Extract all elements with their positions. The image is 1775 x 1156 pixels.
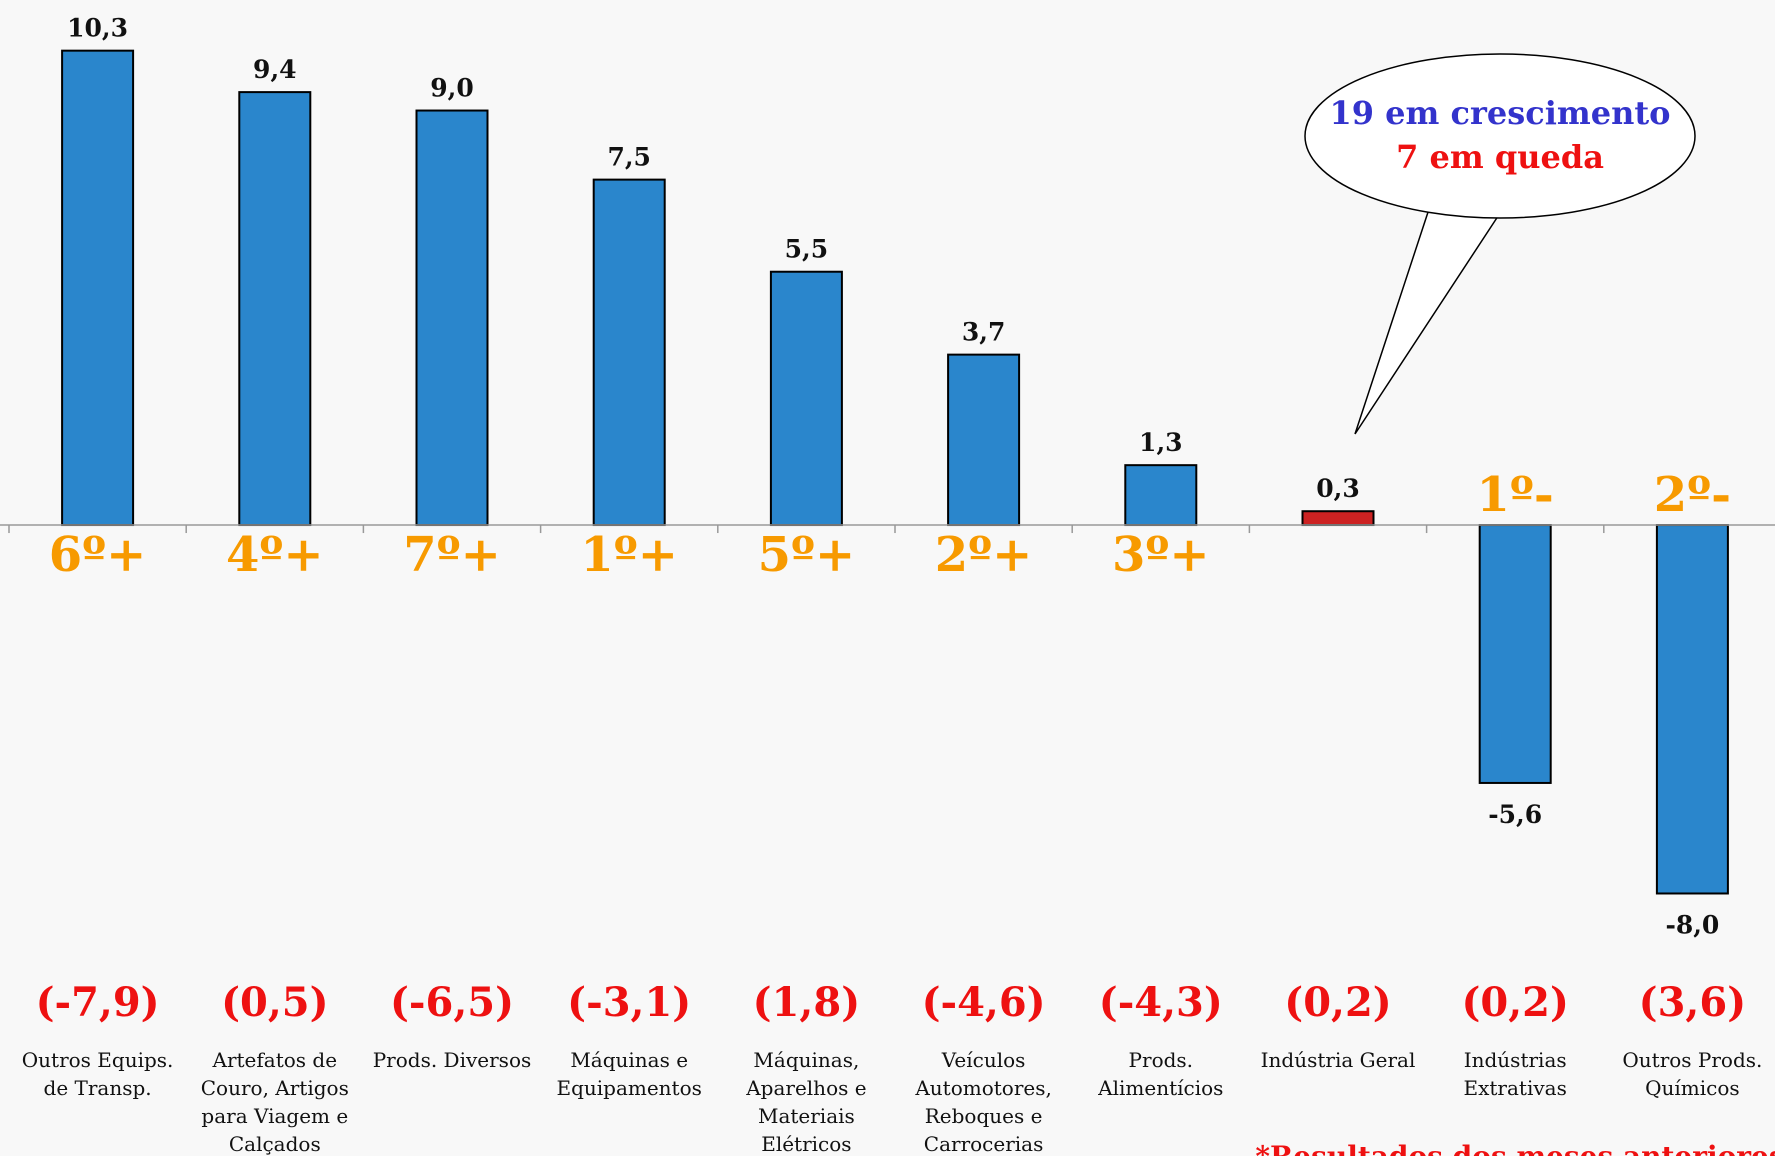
rank-label: 5º+ bbox=[758, 527, 856, 583]
bar bbox=[415, 109, 489, 527]
value-label: 0,3 bbox=[1316, 474, 1360, 503]
callout-tail bbox=[1354, 199, 1507, 435]
value-label: 1,3 bbox=[1139, 428, 1183, 457]
bar bbox=[947, 353, 1021, 527]
previous-result: (-7,9) bbox=[36, 979, 160, 1026]
bar bbox=[1655, 524, 1729, 895]
bar bbox=[61, 49, 135, 527]
value-label: -5,6 bbox=[1488, 800, 1542, 829]
value-label: 7,5 bbox=[607, 143, 651, 172]
previous-result: (3,6) bbox=[1639, 979, 1746, 1026]
value-label: -8,0 bbox=[1665, 910, 1719, 939]
rank-label: 2º+ bbox=[935, 527, 1033, 583]
category-label: Outros Prods. Químicos bbox=[1622, 1048, 1763, 1100]
bar bbox=[238, 91, 312, 527]
category-label: Máquinas, Aparelhos e Materiais Elétrico… bbox=[746, 1048, 867, 1156]
previous-result: (0,2) bbox=[1284, 979, 1391, 1026]
bar bbox=[769, 270, 843, 527]
category-label: Outros Equips. de Transp. bbox=[21, 1048, 174, 1100]
rank-label: 3º+ bbox=[1112, 527, 1210, 583]
bar bbox=[1478, 524, 1552, 784]
value-label: 5,5 bbox=[785, 235, 829, 264]
value-label: 9,0 bbox=[430, 74, 474, 103]
rank-label: 7º+ bbox=[403, 527, 501, 583]
rank-label: 1º+ bbox=[580, 527, 678, 583]
category-label: Prods. Alimentícios bbox=[1098, 1048, 1224, 1100]
category-label: Indústria Geral bbox=[1260, 1048, 1416, 1072]
previous-result: (-4,6) bbox=[922, 979, 1046, 1026]
previous-result: (0,2) bbox=[1461, 979, 1568, 1026]
bar bbox=[1301, 510, 1375, 527]
rank-label: 6º+ bbox=[49, 527, 147, 583]
value-label: 3,7 bbox=[962, 318, 1006, 347]
category-label: Veículos Automotores, Reboques e Carroce… bbox=[915, 1048, 1052, 1156]
footnote: *Resultados dos meses anteriores bbox=[1255, 1140, 1775, 1156]
bar bbox=[1124, 464, 1198, 527]
value-label: 10,3 bbox=[67, 14, 128, 43]
category-label: Máquinas e Equipamentos bbox=[556, 1048, 702, 1100]
callout-join bbox=[1429, 194, 1509, 204]
value-label: 9,4 bbox=[253, 55, 297, 84]
category-label: Indústrias Extrativas bbox=[1463, 1048, 1567, 1100]
callout: 19 em crescimento 7 em queda bbox=[1304, 53, 1696, 435]
rank-label: 4º+ bbox=[226, 527, 324, 583]
rank-label: 1º- bbox=[1477, 467, 1554, 523]
previous-result: (-3,1) bbox=[567, 979, 691, 1026]
bar bbox=[592, 178, 666, 527]
rank-label: 2º- bbox=[1654, 467, 1731, 523]
callout-text: 19 em crescimento bbox=[1330, 94, 1671, 132]
previous-result: (-6,5) bbox=[390, 979, 514, 1026]
category-label: Prods. Diversos bbox=[372, 1048, 532, 1072]
callout-text: 7 em queda bbox=[1396, 138, 1604, 176]
callout-bubble bbox=[1304, 53, 1696, 219]
previous-result: (1,8) bbox=[753, 979, 860, 1026]
previous-result: (-4,3) bbox=[1099, 979, 1223, 1026]
category-label: Artefatos de Couro, Artigos para Viagem … bbox=[200, 1048, 349, 1156]
previous-result: (0,5) bbox=[221, 979, 328, 1026]
